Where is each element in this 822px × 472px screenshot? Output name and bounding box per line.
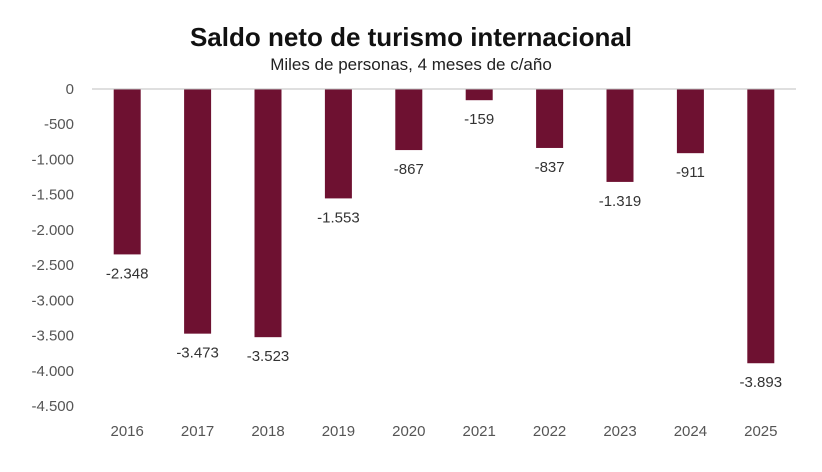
y-tick-label: -1.500 [31, 187, 74, 204]
x-tick-label: 2018 [251, 423, 284, 440]
y-tick-label: -2.500 [31, 257, 74, 274]
bar-2024 [676, 89, 704, 154]
data-label-2018: -3.523 [247, 348, 290, 365]
data-label-2025: -3.893 [740, 374, 783, 391]
data-label-2022: -837 [535, 159, 565, 176]
y-tick-label: -4.500 [31, 398, 74, 415]
y-tick-label: -2.000 [31, 222, 74, 239]
data-label-2016: -2.348 [106, 265, 149, 282]
data-label-2021: -159 [464, 111, 494, 128]
x-axis: 2016 2017 2018 2019 2020 2021 2022 2023 2024 2025 [92, 88, 796, 440]
bar-2018 [254, 89, 282, 338]
bar-2020 [395, 89, 423, 151]
chart-title: Saldo neto de turismo internacional [190, 22, 632, 52]
data-label-2020: -867 [394, 161, 424, 178]
bar-2023 [606, 89, 634, 182]
data-label-2024: -911 [676, 164, 705, 181]
data-label-2019: -1.553 [317, 209, 360, 226]
bar-2017 [184, 89, 212, 334]
bar-2022 [536, 89, 564, 148]
data-label-2023: -1.319 [599, 193, 642, 210]
x-tick-label: 2020 [392, 423, 425, 440]
y-axis: 0 -500 -1.000 -1.500 -2.000 -2.500 -3.000 -3.50… [31, 81, 74, 415]
y-tick-label: -500 [44, 116, 74, 133]
y-tick-label: -3.500 [31, 328, 74, 345]
y-tick-label: -4.000 [31, 363, 74, 380]
x-tick-label: 2024 [674, 423, 707, 440]
y-tick-label: -1.000 [31, 151, 74, 168]
x-tick-label: 2023 [603, 423, 636, 440]
data-labels-group: -2.348 -3.473 -3.523 -1.553 -867 -159 -837 -1.3… [106, 111, 782, 391]
y-tick-label: 0 [66, 81, 74, 98]
x-tick-label: 2021 [463, 423, 496, 440]
bar-2025 [747, 89, 775, 364]
x-tick-label: 2022 [533, 423, 566, 440]
x-tick-label: 2025 [744, 423, 777, 440]
x-tick-label: 2017 [181, 423, 214, 440]
bars-group [113, 89, 775, 364]
x-tick-label: 2016 [111, 423, 144, 440]
chart-subtitle: Miles de personas, 4 meses de c/año [270, 55, 552, 74]
bar-2021 [465, 89, 493, 101]
bar-2016 [113, 89, 141, 255]
data-label-2017: -3.473 [176, 345, 219, 362]
y-tick-label: -3.000 [31, 292, 74, 309]
x-tick-label: 2019 [322, 423, 355, 440]
bar-2019 [324, 89, 352, 199]
